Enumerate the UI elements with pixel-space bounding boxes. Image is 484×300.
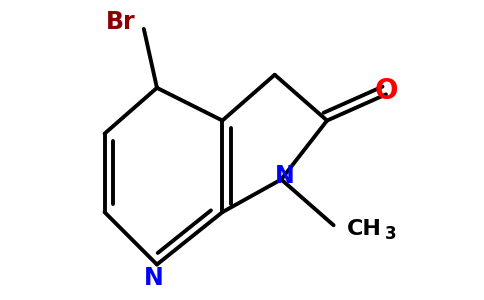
Text: N: N [144,266,164,290]
Text: 3: 3 [385,225,396,243]
Text: Br: Br [106,11,136,34]
Text: N: N [274,164,294,188]
Text: O: O [374,77,398,105]
Text: CH: CH [347,218,381,239]
